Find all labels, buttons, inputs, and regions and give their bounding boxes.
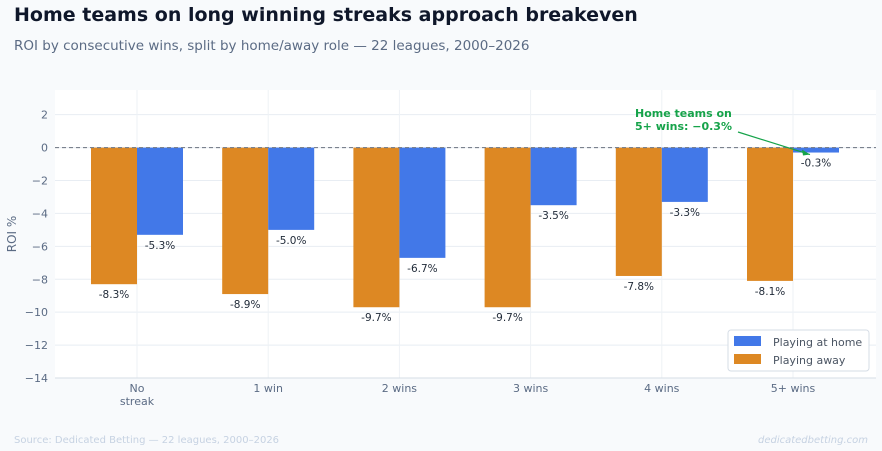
- source-note: Source: Dedicated Betting — 22 leagues, …: [14, 435, 280, 446]
- data-label-home: -0.3%: [801, 158, 831, 170]
- bar-away: [484, 147, 531, 308]
- y-tick-label: −14: [25, 372, 48, 385]
- bar-away: [615, 147, 662, 276]
- data-label-away: -8.3%: [99, 289, 129, 301]
- bar-home: [268, 147, 315, 230]
- data-label-away: -8.9%: [230, 299, 260, 311]
- legend-swatch: [734, 336, 761, 346]
- bar-home: [793, 147, 839, 153]
- data-label-away: -9.7%: [492, 312, 522, 324]
- annotation-text: Home teams on: [635, 107, 732, 120]
- x-tick-label: 4 wins: [644, 382, 680, 395]
- bar-away: [91, 147, 137, 285]
- annotation-arrow-head: [802, 149, 810, 156]
- annotation-arrow-line: [737, 131, 811, 156]
- legend-swatch: [734, 354, 761, 364]
- legend-box: [727, 329, 870, 372]
- y-tick-label: 2: [41, 109, 48, 122]
- data-label-away: -9.7%: [361, 312, 391, 324]
- chart-title: Home teams on long winning streaks appro…: [14, 4, 638, 26]
- x-tick-label: streak: [120, 395, 155, 408]
- x-tick-label: 1 win: [253, 382, 283, 395]
- bar-away: [353, 147, 400, 308]
- y-tick-label: −6: [32, 240, 48, 253]
- x-tick-label: 3 wins: [513, 382, 549, 395]
- bar-home: [399, 147, 446, 258]
- y-tick-label: −10: [25, 306, 48, 319]
- data-label-home: -6.7%: [407, 263, 437, 275]
- y-tick-label: −4: [32, 207, 48, 220]
- bar-away: [222, 147, 269, 295]
- data-label-home: -3.3%: [670, 207, 700, 219]
- bar-away: [747, 147, 793, 281]
- y-axis-label: ROI %: [5, 216, 19, 253]
- data-label-away: -8.1%: [755, 286, 785, 298]
- legend-label: Playing at home: [773, 336, 862, 349]
- legend-label: Playing away: [773, 354, 846, 367]
- bar-home: [661, 147, 708, 202]
- y-tick-label: −8: [32, 273, 48, 286]
- data-label-home: -5.0%: [276, 235, 306, 247]
- bar-home: [530, 147, 577, 206]
- bar-home: [137, 147, 183, 235]
- x-tick-label: 2 wins: [382, 382, 418, 395]
- data-label-home: -3.5%: [538, 210, 568, 222]
- data-label-home: -5.3%: [145, 240, 175, 252]
- chart-subtitle: ROI by consecutive wins, split by home/a…: [14, 38, 530, 54]
- y-tick-label: −12: [25, 339, 48, 352]
- y-tick-label: 0: [41, 142, 48, 155]
- x-tick-label: 5+ wins: [771, 382, 816, 395]
- annotation-text: 5+ wins: −0.3%: [635, 120, 732, 133]
- x-tick-label: No: [130, 382, 145, 395]
- y-tick-label: −2: [32, 175, 48, 188]
- data-label-away: -7.8%: [624, 281, 654, 293]
- brand-watermark[interactable]: dedicatedbetting.com: [757, 435, 868, 446]
